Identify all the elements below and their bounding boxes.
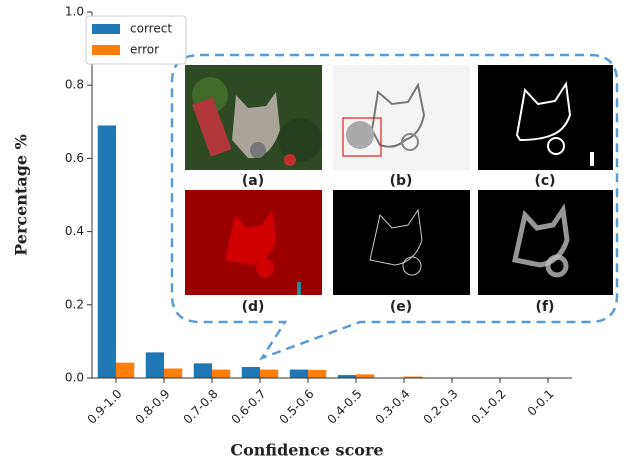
x-axis-label: Confidence score	[230, 441, 383, 460]
y-axis-label: Percentage %	[12, 134, 31, 256]
x-tick-label: 0.5-0.6	[277, 387, 317, 427]
y-tick-label: 0.4	[65, 224, 84, 238]
chart: Confidence score Percentage % 0.0 0.2 0.4 0…	[0, 0, 636, 463]
x-tick-label: 0-0.1	[525, 387, 557, 419]
bar	[194, 363, 212, 378]
x-tick-label: 0.4-0.5	[325, 387, 365, 427]
y-tick-label: 0.8	[65, 78, 84, 92]
panel-label: (e)	[390, 299, 412, 315]
x-tick-label: 0.3-0.4	[373, 387, 413, 427]
legend-swatch	[92, 45, 120, 55]
legend-label: error	[130, 43, 159, 57]
bar	[308, 370, 326, 378]
image-c	[478, 65, 613, 170]
page: Confidence score Percentage % 0.0 0.2 0.4 0…	[0, 0, 636, 463]
y-tick-label: 0.2	[65, 297, 84, 311]
legend: correct error	[86, 16, 186, 64]
bar	[290, 370, 308, 378]
x-tick-label: 0.1-0.2	[469, 387, 509, 427]
panel-label: (f)	[536, 299, 555, 315]
y-tick-label: 0.6	[65, 151, 84, 165]
bar	[260, 370, 278, 378]
bar	[242, 367, 260, 378]
panel-label: (c)	[534, 173, 555, 189]
x-tick-label: 0.2-0.3	[421, 387, 461, 427]
bar	[146, 352, 164, 378]
image-e	[333, 190, 470, 295]
bar	[98, 125, 116, 378]
bar	[356, 374, 374, 378]
y-tick-label: 1.0	[65, 5, 84, 19]
inset: (a) (b) (c) (d) (e) (f)	[172, 55, 617, 358]
image-b	[333, 65, 470, 170]
panel-label: (d)	[242, 299, 265, 315]
x-tick-label: 0.7-0.8	[181, 387, 221, 427]
image-d	[185, 190, 322, 295]
legend-label: correct	[130, 22, 172, 36]
x-tick-label: 0.8-0.9	[133, 387, 173, 427]
bar	[116, 363, 134, 378]
legend-swatch	[92, 24, 120, 34]
x-tick-label: 0.9-1.0	[85, 387, 125, 427]
image-f	[478, 190, 613, 295]
bar	[212, 370, 230, 378]
panel-label: (b)	[390, 173, 413, 189]
x-tick-label: 0.6-0.7	[229, 387, 269, 427]
panel-label: (a)	[242, 173, 264, 189]
image-a	[185, 65, 322, 170]
y-tick-label: 0.0	[65, 371, 84, 385]
bar	[164, 368, 182, 378]
